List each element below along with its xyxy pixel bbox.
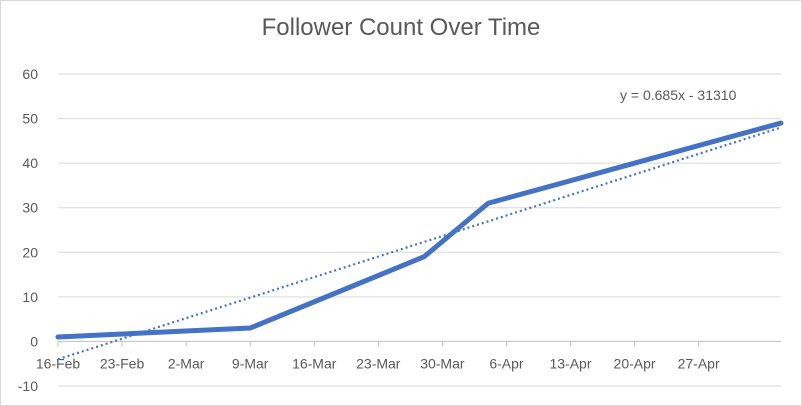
- trendline-equation: y = 0.685x - 31310: [620, 87, 737, 103]
- y-tick-label: 10: [22, 289, 38, 305]
- y-tick-label: 30: [22, 200, 38, 216]
- chart-title: Follower Count Over Time: [261, 14, 541, 41]
- x-tick-label: 30-Mar: [420, 355, 465, 371]
- x-tick-label: 9-Mar: [232, 355, 269, 371]
- x-tick-label: 23-Feb: [100, 355, 145, 371]
- series-line: [55, 120, 784, 340]
- x-tick-label: 2-Mar: [168, 355, 205, 371]
- x-axis: 16-Feb 23-Feb 2-Mar 9-Mar 16-Mar 23-Mar 30-Mar…: [36, 340, 781, 371]
- x-tick-label: 16-Feb: [36, 355, 81, 371]
- y-tick-label: 40: [22, 155, 38, 171]
- gridlines: [58, 73, 781, 387]
- x-tick-label: 20-Apr: [614, 355, 656, 371]
- y-tick-label: -10: [18, 378, 38, 394]
- x-tick-label: 13-Apr: [549, 355, 591, 371]
- y-tick-label: 50: [22, 111, 38, 127]
- x-tick-label: 27-Apr: [678, 355, 720, 371]
- trendline-group: [57, 126, 782, 361]
- y-axis: -10 0 10 20 30 40 50 60: [18, 66, 38, 394]
- y-tick-label: 0: [30, 333, 38, 349]
- x-tick-label: 23-Mar: [356, 355, 401, 371]
- y-tick-label: 20: [22, 244, 38, 260]
- trendline: [57, 126, 782, 361]
- x-tick-label: 16-Mar: [292, 355, 337, 371]
- x-tick-label: 6-Apr: [489, 355, 524, 371]
- series-group: [55, 120, 784, 340]
- y-tick-label: 60: [22, 66, 38, 82]
